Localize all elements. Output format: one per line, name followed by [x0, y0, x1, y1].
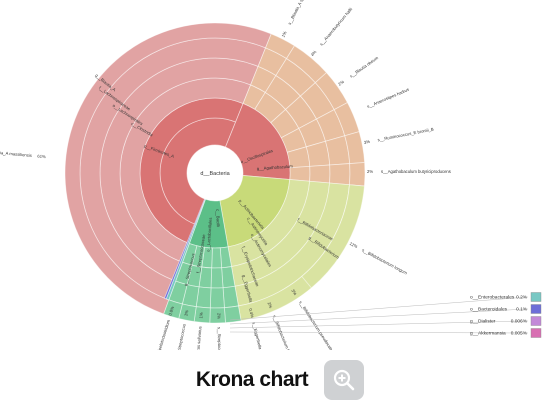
ring-label-streptococcaceae: f__Streptococcaceae: [195, 233, 206, 273]
leaf-ruminococcus-percent: 3%: [363, 139, 370, 145]
leaf-anaerobutyricum-label: s__Anaerobutyricum hallii: [319, 6, 354, 46]
peach-seg-5-5: [349, 162, 366, 187]
leaf-blautia-massiliensis-percent: 61%: [37, 153, 46, 159]
legend-value-3: 0.005%: [511, 331, 528, 337]
legend-value-2: 0.006%: [511, 319, 528, 325]
chart-title: Krona chart: [195, 368, 309, 391]
legend-swatch-2: [530, 316, 542, 326]
leaf-agathobaculum-percent: 2%: [367, 169, 373, 174]
actino-longum-outer: [301, 184, 365, 289]
legend-label-3: g__Akkermansia: [470, 331, 506, 337]
legend-label-2: g__Dialister: [470, 319, 496, 325]
ring-label-lactobacillales: o__Lactobacillales: [205, 217, 212, 252]
legend-value-0: 0.2%: [516, 295, 528, 301]
legend-leader-3: [229, 331, 529, 334]
peach-seg-2-5: [289, 165, 311, 182]
firmicutes-inner-right: [224, 102, 291, 180]
bacilli-seg-5-0: [223, 305, 242, 324]
leaf-blautia-sp-percent: 1%: [280, 30, 287, 38]
leaf-anaerostipes-label: s__Anaerostipes hadrus: [366, 87, 410, 109]
leaf-bifido-pseudocat-label: s__Bifidobacterium pseudocatenulatum: [298, 300, 342, 350]
leaf-strep-percent: 1%: [183, 309, 189, 316]
bacilli-seg-3-1: [210, 267, 224, 289]
leaf-blautia-obeum-label: s__Blautia obeum: [349, 55, 380, 79]
leaf-blautia-massiliensis-label: s__Blautia_A massiliensis: [0, 149, 32, 158]
legend-swatch-3: [530, 328, 542, 338]
leaf-bifido-longum-label: s__Bifidobacterium longum: [361, 247, 408, 275]
leaf-eggerthella-lenta-label: s__Eggerthella lenta: [251, 321, 265, 350]
peach-seg-4-5: [329, 163, 351, 186]
legend-leader-2: [229, 320, 529, 329]
leaf-erysipelato-percent: 0.8%: [167, 305, 175, 316]
bacilli-seg-4-1: [209, 287, 225, 309]
chart-caption: Krona chart: [0, 350, 560, 410]
leaf-erysipelato-label: s__Erysipelatoclostridium: [152, 319, 171, 350]
leaf-bifido-breve-percent: 2%: [267, 301, 274, 309]
leaf-bifido-longum-percent: 12%: [349, 241, 359, 249]
ring-label-agathobaculum: g__Agathobaculum: [257, 164, 294, 172]
legend-label-0: o__Enterobacterales: [470, 295, 515, 301]
peach-seg-3-5: [309, 164, 331, 184]
leaf-agathobaculum-label: s__Agathobaculum butyriciproducens: [381, 169, 451, 174]
leaf-blautia-obeum-percent: 2%: [337, 79, 345, 87]
legend-swatch-1: [530, 304, 542, 314]
legend-value-1: 0.1%: [516, 307, 528, 313]
legend-leader-0: [229, 296, 529, 321]
leaf-strep-salivarius-label: s__Streptococcus salivarius: [193, 326, 203, 350]
leaf-strep-salivarius-percent: 1%: [198, 312, 204, 319]
bacilli-seg-2-1: [211, 247, 223, 269]
legend-swatch-0: [530, 292, 542, 302]
leaf-strep-thermophilus-label: s__Streptococcus thermophilus: [217, 327, 223, 350]
zoom-in-icon: [334, 369, 355, 391]
leaf-eggerthella-lenta-percent: 0.4%: [248, 308, 255, 319]
legend-leader-1: [229, 308, 529, 325]
krona-chart: d__Bacteriap__Firmicutes_Ac__Clostridiao…: [0, 0, 542, 350]
zoom-button[interactable]: [324, 360, 365, 400]
leaf-ruminococcus-label: s__Ruminococcus_E bromii_B: [377, 126, 434, 142]
root-label: d__Bacteria: [200, 171, 230, 177]
legend-label-1: o__Bacteroidales: [470, 307, 508, 313]
root-center: [187, 145, 243, 201]
leaf-strep-thermophilus-percent: 2%: [216, 313, 221, 319]
ring-label-bacilli: c__Bacilli: [215, 209, 221, 227]
bacteroidales-sliver: [163, 198, 206, 300]
leaf-strep-label: s__Streptococcus: [175, 323, 186, 350]
leaf-anaerobutyricum-percent: 4%: [310, 49, 318, 57]
leaf-bifido-pseudocat-percent: 3%: [290, 288, 298, 296]
leaf-blautia-sp-label: s__Blautia_A sp003471165: [287, 0, 315, 26]
